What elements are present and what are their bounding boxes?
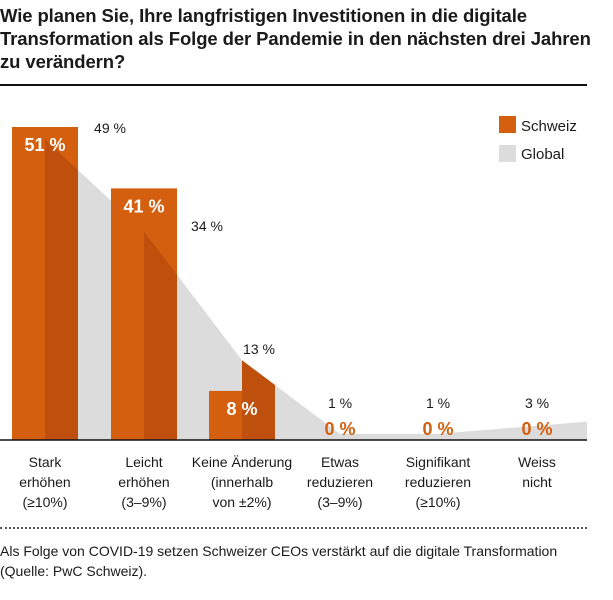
x-tick-label: Etwas — [321, 454, 359, 470]
x-tick-label: Weiss — [518, 454, 556, 470]
source-note: Als Folge von COVID-19 setzen Schweizer … — [0, 543, 558, 579]
x-tick-label: reduzieren — [307, 474, 373, 490]
legend-label-global: Global — [521, 146, 564, 163]
global-area — [12, 139, 587, 440]
x-tick-label: (≥10%) — [415, 494, 460, 510]
schweiz-overlap-shade — [242, 360, 275, 440]
schweiz-overlap-shade — [45, 139, 78, 440]
global-data-label: 13 % — [243, 341, 275, 357]
global-data-label: 1 % — [426, 395, 450, 411]
x-tick-label: Keine Änderung — [192, 454, 292, 470]
x-tick-label: erhöhen — [118, 474, 169, 490]
x-tick-label: (innerhalb — [211, 474, 273, 490]
schweiz-data-label: 51 % — [24, 135, 65, 155]
schweiz-data-label: 8 % — [226, 399, 257, 419]
global-data-label: 1 % — [328, 395, 352, 411]
footer-divider — [0, 527, 587, 529]
x-tick-label: von ±2%) — [212, 494, 271, 510]
legend-label-schweiz: Schweiz — [521, 118, 577, 135]
chart-title: Wie planen Sie, Ihre langfristigen Inves… — [0, 5, 591, 72]
schweiz-data-label: 0 % — [422, 419, 453, 439]
legend-swatch-schweiz — [499, 116, 516, 133]
global-data-label: 34 % — [191, 218, 223, 234]
schweiz-data-label: 0 % — [324, 419, 355, 439]
x-tick-label: (3–9%) — [317, 494, 362, 510]
schweiz-overlap-shade — [144, 231, 177, 440]
x-tick-label: (≥10%) — [22, 494, 67, 510]
x-tick-label: (3–9%) — [121, 494, 166, 510]
x-tick-label: reduzieren — [405, 474, 471, 490]
legend-swatch-global — [499, 145, 516, 162]
x-tick-label: Signifikant — [406, 454, 471, 470]
x-tick-label: Leicht — [125, 454, 162, 470]
x-tick-label: erhöhen — [19, 474, 70, 490]
global-data-label: 3 % — [525, 395, 549, 411]
x-tick-label: nicht — [522, 474, 552, 490]
title-divider — [0, 84, 587, 86]
schweiz-data-label: 41 % — [123, 196, 164, 216]
x-tick-label: Stark — [29, 454, 63, 470]
global-data-label: 49 % — [94, 120, 126, 136]
schweiz-data-label: 0 % — [521, 419, 552, 439]
